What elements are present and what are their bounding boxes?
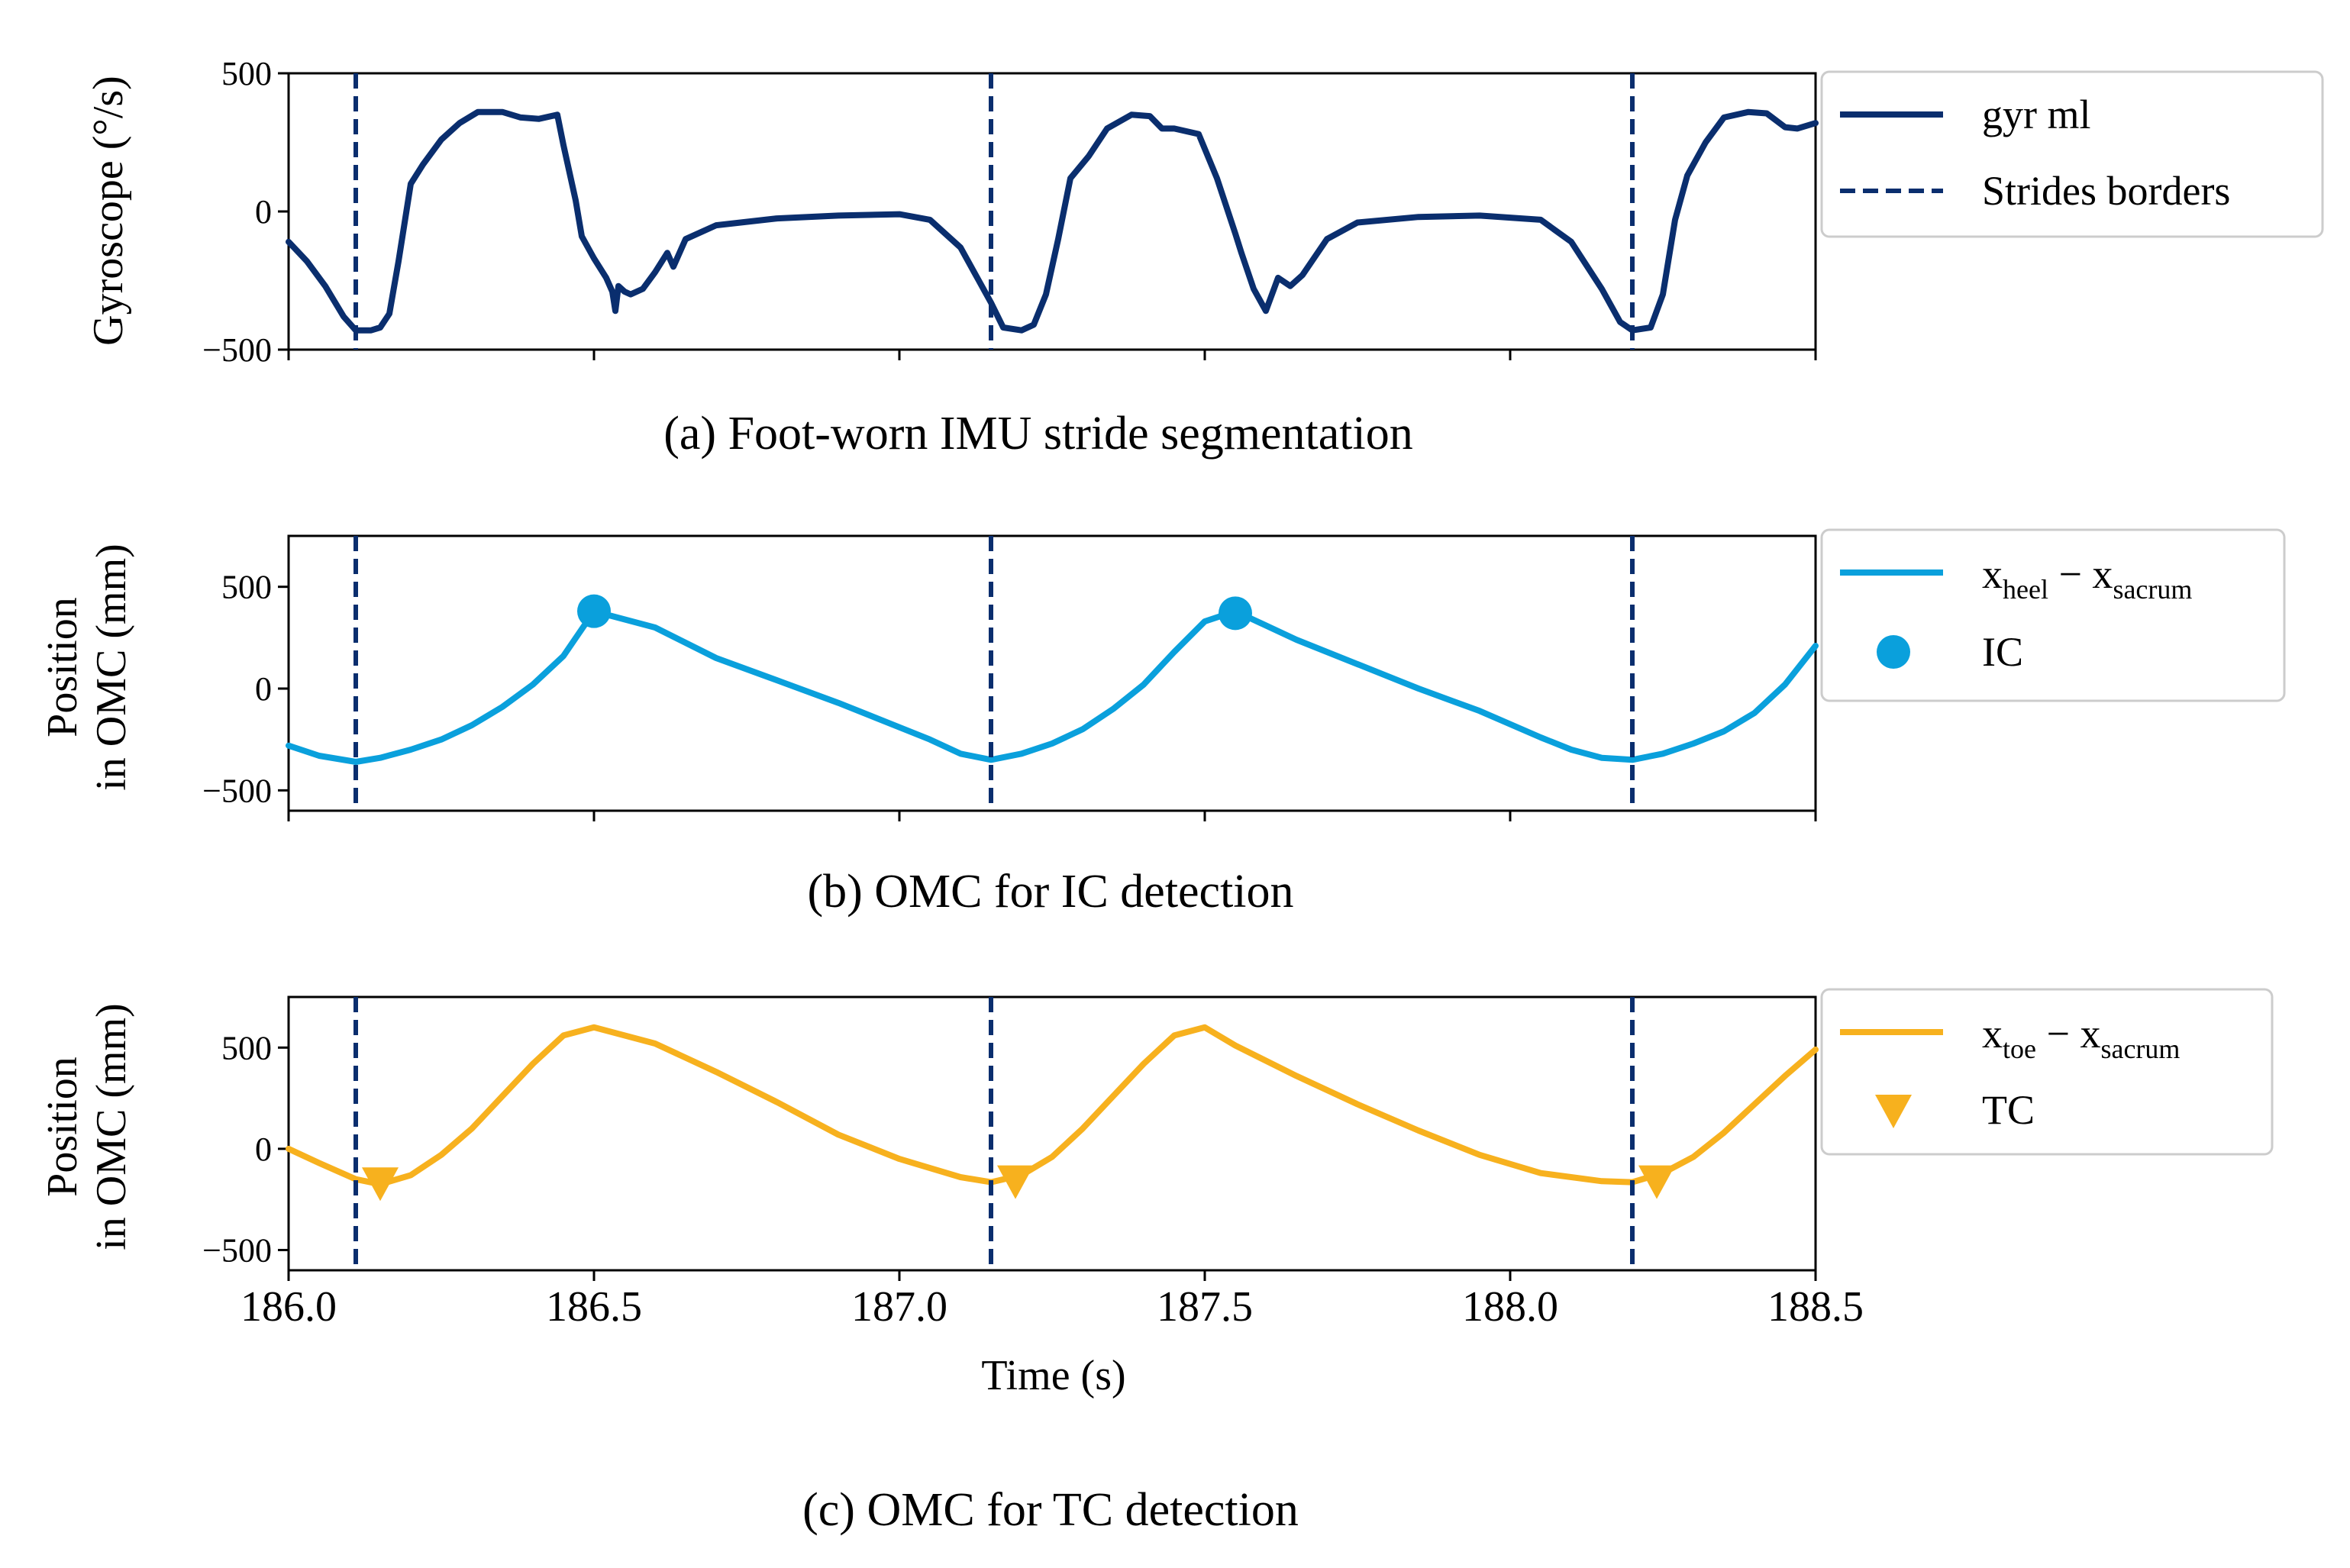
legend-ic-circle-icon xyxy=(1877,635,1910,669)
legend-label-toe-minus-sacrum: xtoe − xsacrum xyxy=(1982,1011,2180,1064)
x-tick-label: 187.5 xyxy=(1157,1283,1253,1331)
x-tick-label: 188.0 xyxy=(1462,1283,1558,1331)
panel-a: 500 0 −500 Gyroscope (°/s) (a) Foot-worn I… xyxy=(85,55,2324,460)
y-tick-label: −500 xyxy=(202,772,272,809)
panel-c-xlabel: Time (s) xyxy=(981,1352,1125,1399)
panel-c-plot-area: 500 0 −500 186.0 186.5 187.0 187.5 188.0 188.5 xyxy=(202,995,1864,1331)
y-tick-label: 0 xyxy=(255,670,272,708)
panel-b-caption: (b) OMC for IC detection xyxy=(807,866,1293,918)
axes-frame xyxy=(287,534,1817,812)
series-line xyxy=(286,1024,1819,1188)
panel-a-legend: gyr ml Strides borders xyxy=(1820,70,2324,238)
legend-label-ic: IC xyxy=(1982,629,2023,675)
panel-a-plot-area: 500 0 −500 xyxy=(202,55,1819,369)
y-tick-label: 500 xyxy=(221,1029,272,1066)
legend-label-tc: TC xyxy=(1982,1087,2035,1133)
x-tick-label: 188.5 xyxy=(1767,1283,1864,1331)
legend-tc-triangle-icon xyxy=(1875,1095,1912,1128)
y-tick-label: 500 xyxy=(221,55,272,92)
legend-label-gyr-ml: gyr ml xyxy=(1982,92,2091,137)
panel-b-plot-area: 500 0 −500 xyxy=(202,534,1819,821)
y-tick-label: 0 xyxy=(255,1131,272,1168)
panel-b-legend: xheel − xsacrum IC xyxy=(1820,528,2286,702)
legend-frame xyxy=(1820,70,2324,238)
y-tick-label: −500 xyxy=(202,1231,272,1269)
tc-point xyxy=(362,1167,399,1202)
ic-point xyxy=(577,594,611,628)
series-line xyxy=(286,608,1819,765)
ic-point xyxy=(1219,596,1252,631)
panel-c-ylabel-line1: Position xyxy=(39,1057,86,1197)
y-tick-label: 500 xyxy=(221,569,272,606)
panel-c: 500 0 −500 186.0 186.5 187.0 187.5 188.0 188.5 P… xyxy=(39,988,2274,1536)
axes-frame xyxy=(287,995,1817,1272)
x-tick-label: 186.0 xyxy=(240,1283,337,1331)
panel-b-ylabel-line1: Position xyxy=(39,597,86,737)
tc-point xyxy=(997,1165,1034,1199)
panel-c-caption: (c) OMC for TC detection xyxy=(802,1484,1299,1536)
x-tick-label: 187.0 xyxy=(851,1283,947,1331)
tc-point xyxy=(1638,1165,1675,1199)
panel-b-ylabel-line2: in OMC (mm) xyxy=(88,544,135,791)
panel-c-legend: xtoe − xsacrum TC xyxy=(1820,988,2274,1156)
panel-a-caption: (a) Foot-worn IMU stride segmentation xyxy=(663,408,1412,460)
y-tick-label: −500 xyxy=(202,331,272,369)
panel-a-ylabel: Gyroscope (°/s) xyxy=(85,76,132,346)
y-tick-label: 0 xyxy=(255,193,272,231)
panel-b: 500 0 −500 Position in OMC (mm) (b) OMC fo… xyxy=(39,528,2286,918)
series-line xyxy=(286,108,1819,334)
legend-label-strides-borders: Strides borders xyxy=(1982,168,2230,214)
x-tick-label: 186.5 xyxy=(546,1283,642,1331)
panel-c-ylabel-line2: in OMC (mm) xyxy=(88,1003,135,1250)
legend-label-heel-minus-sacrum: xheel − xsacrum xyxy=(1982,551,2192,605)
